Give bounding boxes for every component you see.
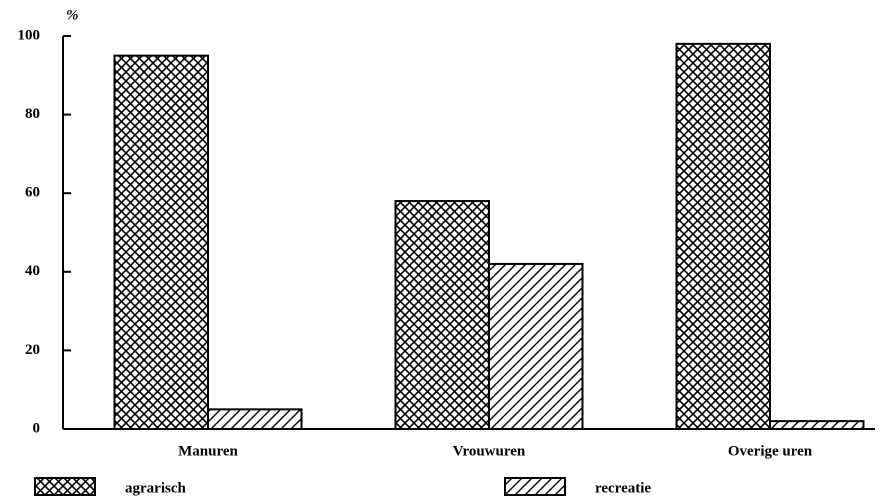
legend-swatch [34, 477, 96, 496]
legend-label: recreatie [595, 480, 651, 496]
bar [675, 42, 771, 431]
x-tick-label: Manuren [178, 443, 238, 459]
bar [488, 262, 584, 430]
y-tick-label: 20 [25, 342, 40, 358]
bar [769, 420, 865, 431]
bar [113, 54, 209, 431]
bar [207, 408, 303, 431]
x-tick-label: Vrouwuren [453, 443, 526, 459]
y-tick-label: 80 [25, 106, 40, 122]
bar [394, 200, 490, 430]
y-tick-label: 40 [25, 263, 40, 279]
x-tick-label: Overige uren [728, 443, 813, 459]
y-tick-label: 100 [18, 27, 41, 43]
y-tick-label: 0 [33, 420, 41, 436]
y-axis-label: % [66, 7, 79, 23]
legend-swatch [504, 477, 566, 496]
legend-label: agrarisch [125, 480, 186, 496]
y-tick-label: 60 [25, 185, 40, 201]
